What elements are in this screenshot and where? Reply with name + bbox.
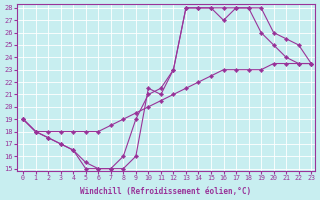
X-axis label: Windchill (Refroidissement éolien,°C): Windchill (Refroidissement éolien,°C) xyxy=(80,187,252,196)
